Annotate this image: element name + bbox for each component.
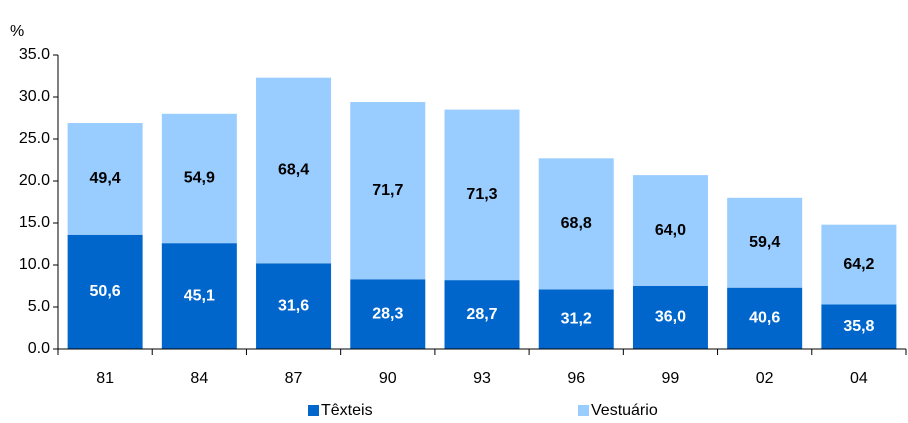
data-label: 59,4: [749, 234, 780, 251]
bar-segment: [256, 77, 332, 264]
bar-segment: [538, 158, 614, 290]
bar-segment: [67, 234, 143, 349]
data-label: 28,7: [466, 306, 497, 323]
bar-segment: [67, 123, 143, 235]
x-tick-label: 04: [850, 370, 868, 387]
data-label: 68,4: [278, 162, 309, 179]
bar-segment: [444, 280, 520, 349]
data-label: 35,8: [843, 318, 874, 335]
legend-swatch: [308, 405, 319, 416]
bar-segment: [632, 286, 708, 349]
x-tick-label: 81: [96, 370, 114, 387]
bar-segment: [727, 197, 803, 288]
bar-segment: [444, 109, 520, 281]
x-tick-label: 87: [285, 370, 303, 387]
legend-swatch: [578, 405, 589, 416]
bar-segment: [350, 102, 426, 280]
y-tick-label: 15.0: [19, 214, 50, 231]
x-tick-label: 99: [662, 370, 680, 387]
y-tick-label: 35.0: [19, 46, 50, 63]
bar-segment: [727, 287, 803, 349]
y-tick-label: 0.0: [28, 340, 50, 357]
bar-segment: [538, 289, 614, 349]
legend-label: Têxteis: [321, 402, 373, 419]
x-tick-label: 02: [756, 370, 774, 387]
y-tick-label: 5.0: [28, 298, 50, 315]
data-label: 31,6: [278, 297, 309, 314]
data-label: 49,4: [90, 170, 121, 187]
x-tick-label: 96: [567, 370, 585, 387]
bar-segment: [161, 243, 237, 349]
y-axis-label: %: [10, 23, 24, 40]
bar-segment: [350, 279, 426, 349]
bar-segment: [821, 304, 897, 349]
data-label: 45,1: [184, 287, 215, 304]
data-label: 68,8: [561, 215, 592, 232]
bar-segment: [821, 224, 897, 305]
y-tick-label: 30.0: [19, 88, 50, 105]
x-tick-label: 93: [473, 370, 491, 387]
data-label: 36,0: [655, 309, 686, 326]
data-label: 54,9: [184, 170, 215, 187]
y-tick-label: 10.0: [19, 256, 50, 273]
data-label: 71,3: [466, 186, 497, 203]
data-label: 64,0: [655, 222, 686, 239]
legend-label: Vestuário: [591, 402, 658, 419]
x-tick-label: 84: [190, 370, 208, 387]
bar-segment: [632, 175, 708, 286]
data-label: 31,2: [561, 310, 592, 327]
data-label: 50,6: [90, 283, 121, 300]
bar-segment: [256, 263, 332, 349]
y-tick-label: 20.0: [19, 172, 50, 189]
x-tick-label: 90: [379, 370, 397, 387]
data-label: 40,6: [749, 310, 780, 327]
data-label: 28,3: [372, 305, 403, 322]
bar-segment: [161, 113, 237, 244]
data-label: 64,2: [843, 256, 874, 273]
data-label: 71,7: [372, 182, 403, 199]
y-tick-label: 25.0: [19, 130, 50, 147]
